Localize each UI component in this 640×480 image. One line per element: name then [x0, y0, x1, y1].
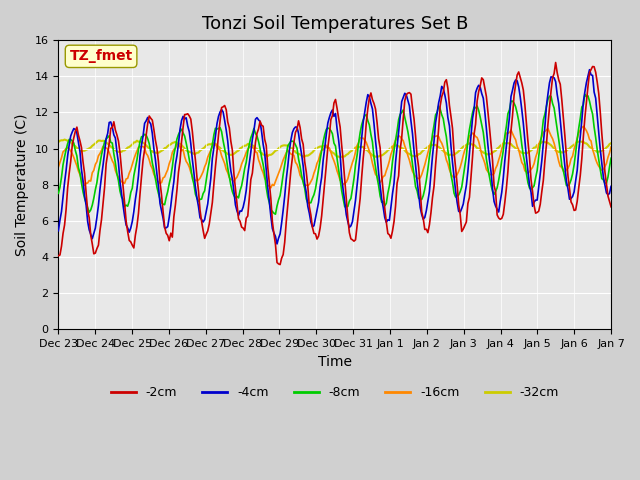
- Y-axis label: Soil Temperature (C): Soil Temperature (C): [15, 113, 29, 256]
- Text: TZ_fmet: TZ_fmet: [70, 49, 132, 63]
- Legend: -2cm, -4cm, -8cm, -16cm, -32cm: -2cm, -4cm, -8cm, -16cm, -32cm: [106, 381, 564, 404]
- X-axis label: Time: Time: [317, 355, 352, 369]
- Title: Tonzi Soil Temperatures Set B: Tonzi Soil Temperatures Set B: [202, 15, 468, 33]
